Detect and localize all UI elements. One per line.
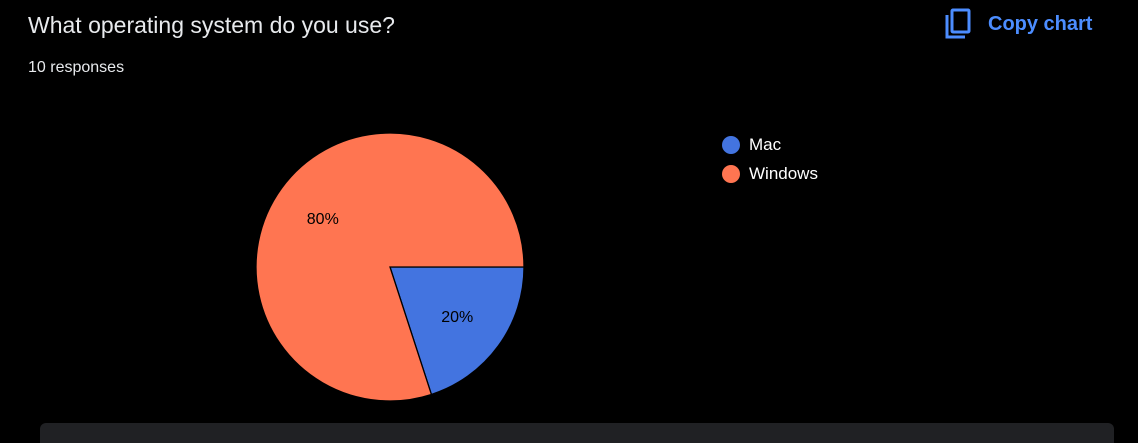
- legend-swatch: [722, 135, 740, 154]
- pie-slice-windows[interactable]: [255, 132, 525, 402]
- question-title: What operating system do you use?: [28, 12, 395, 38]
- copy-icon: [945, 8, 971, 39]
- legend-label: Mac: [749, 134, 782, 154]
- legend-item-mac[interactable]: Mac: [722, 130, 818, 159]
- chart-legend: Mac Windows: [722, 130, 818, 188]
- pie-chart: 20% 80%: [255, 132, 525, 402]
- pie-slice-mac[interactable]: [389, 266, 525, 396]
- legend-swatch: [722, 164, 740, 183]
- response-count: 10 responses: [28, 59, 125, 76]
- legend-label: Windows: [749, 163, 818, 183]
- legend-item-windows[interactable]: Windows: [722, 159, 818, 188]
- pie-label-windows: 80%: [307, 211, 339, 228]
- pie-label-mac: 20%: [441, 309, 473, 326]
- copy-chart-label: Copy chart: [988, 12, 1093, 35]
- next-question-card: [40, 423, 1114, 443]
- copy-chart-button[interactable]: Copy chart: [944, 7, 1092, 41]
